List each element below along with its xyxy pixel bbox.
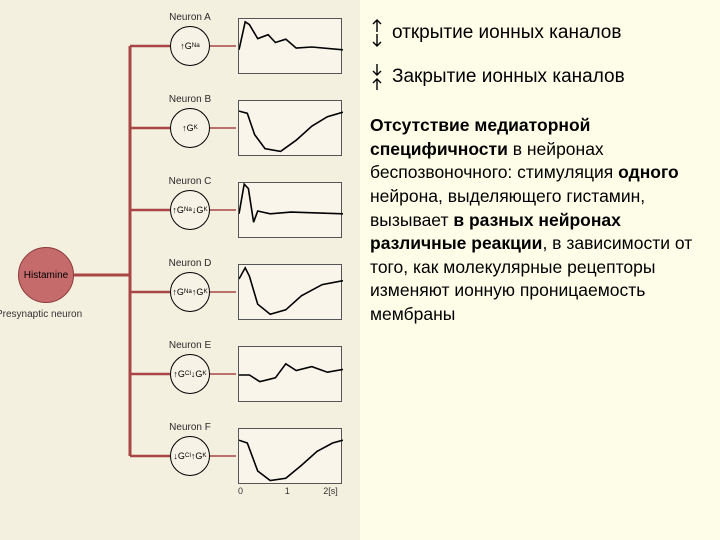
body-paragraph: Отсутствие медиаторной специфичности в н… [370, 114, 710, 327]
diverge-arrow-icon [370, 18, 384, 48]
close-heading: Закрытие ионных каналов [392, 66, 625, 88]
axis-tick-1: 1 [285, 486, 290, 496]
converge-arrow-icon [370, 62, 384, 92]
neuron-node: ↓GCl↑GK [170, 436, 210, 476]
diagram-panel: Histamine Presynaptic neuron Neuron A ↑GN… [0, 0, 360, 540]
text-panel: открытие ионных каналов Закрытие ионных … [370, 18, 710, 327]
neuron-node: ↑GK [170, 108, 210, 148]
response-plot [238, 18, 342, 74]
neuron-label: Neuron D [160, 258, 220, 269]
response-plot [238, 264, 342, 320]
response-plot [238, 182, 342, 238]
axis-tick-0: 0 [238, 486, 243, 496]
neuron-label: Neuron F [160, 422, 220, 433]
neuron-node: ↑GNa↑GK [170, 272, 210, 312]
neuron-node: ↑GNa↓GK [170, 190, 210, 230]
neuron-node: ↑GNa [170, 26, 210, 66]
close-channels-row: Закрытие ионных каналов [370, 62, 710, 92]
neuron-label: Neuron A [160, 12, 220, 23]
body-bold-3: одного [618, 162, 679, 182]
neuron-label: Neuron C [160, 176, 220, 187]
open-channels-row: открытие ионных каналов [370, 18, 710, 48]
histamine-node: Histamine [18, 247, 74, 303]
open-heading: открытие ионных каналов [392, 22, 621, 44]
response-plot [238, 346, 342, 402]
neuron-label: Neuron B [160, 94, 220, 105]
neuron-node: ↑GCl↓GK [170, 354, 210, 394]
histamine-label: Histamine [24, 270, 68, 281]
axis-tick-2: 2[s] [323, 486, 338, 496]
response-plot [238, 100, 342, 156]
neuron-label: Neuron E [160, 340, 220, 351]
response-plot [238, 428, 342, 484]
presynaptic-label: Presynaptic neuron [0, 309, 82, 320]
